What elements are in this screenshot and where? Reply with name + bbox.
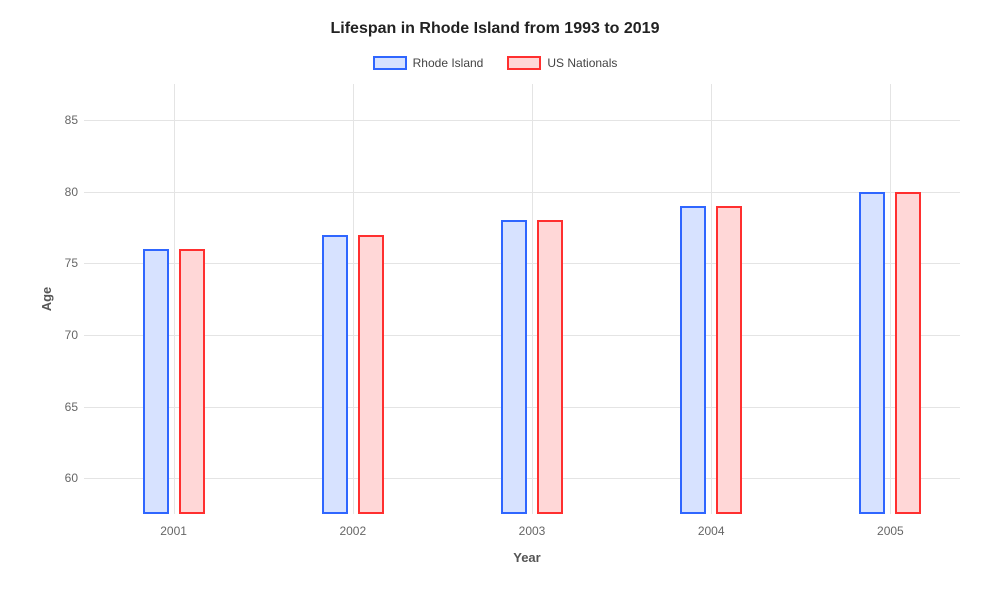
x-tick-label: 2002 (339, 524, 366, 538)
legend-label-us: US Nationals (547, 56, 617, 70)
x-tick-label: 2005 (877, 524, 904, 538)
y-tick-label: 75 (50, 256, 78, 270)
plot-area: Age 60657075808520012002200320042005 (84, 84, 960, 514)
y-tick-label: 60 (50, 471, 78, 485)
gridline-v (174, 84, 175, 514)
bar (895, 192, 921, 515)
gridline-v (890, 84, 891, 514)
gridline-v (353, 84, 354, 514)
y-tick-label: 65 (50, 400, 78, 414)
x-tick-label: 2001 (160, 524, 187, 538)
y-axis-label: Age (39, 287, 54, 312)
legend: Rhode Island US Nationals (20, 56, 970, 70)
x-axis-label: Year (84, 550, 970, 565)
x-tick-label: 2004 (698, 524, 725, 538)
bar (537, 220, 563, 514)
gridline-h (84, 120, 960, 121)
bar (859, 192, 885, 515)
y-tick-label: 85 (50, 113, 78, 127)
legend-item-ri: Rhode Island (373, 56, 484, 70)
gridline-v (711, 84, 712, 514)
legend-swatch-us (507, 56, 541, 70)
chart-container: Lifespan in Rhode Island from 1993 to 20… (0, 0, 1000, 600)
gridline-h (84, 192, 960, 193)
bar (716, 206, 742, 514)
bar (358, 235, 384, 515)
bar (179, 249, 205, 514)
gridline-v (532, 84, 533, 514)
bar (143, 249, 169, 514)
legend-swatch-ri (373, 56, 407, 70)
y-tick-label: 80 (50, 185, 78, 199)
legend-item-us: US Nationals (507, 56, 617, 70)
legend-label-ri: Rhode Island (413, 56, 484, 70)
bar (322, 235, 348, 515)
x-tick-label: 2003 (519, 524, 546, 538)
bar (680, 206, 706, 514)
chart-title: Lifespan in Rhode Island from 1993 to 20… (20, 20, 970, 38)
y-tick-label: 70 (50, 328, 78, 342)
bar (501, 220, 527, 514)
